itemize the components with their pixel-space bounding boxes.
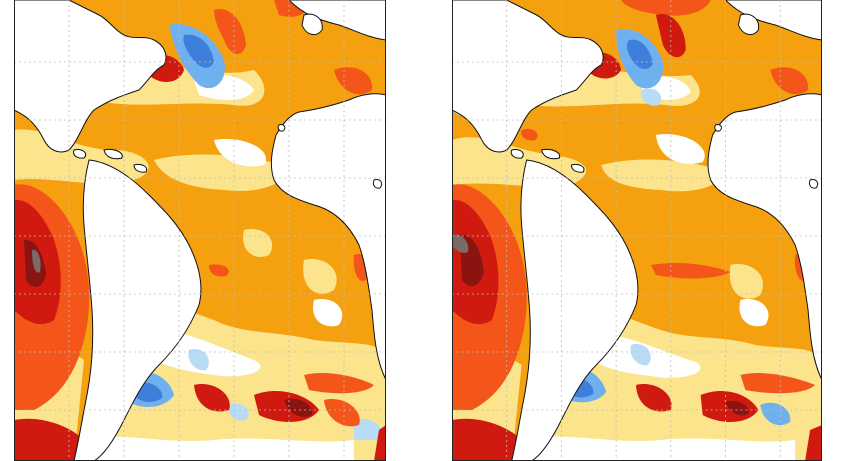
graticule <box>14 0 386 461</box>
land-masses <box>452 0 822 461</box>
map-panel-right <box>452 0 822 461</box>
land-masses <box>14 0 386 461</box>
sst-anomaly-map-right <box>452 0 822 461</box>
sst-anomaly-map-left <box>14 0 386 461</box>
map-panel-left <box>14 0 386 461</box>
anomaly-warm-strong <box>452 0 822 461</box>
anomaly-warm-strong <box>14 0 386 461</box>
